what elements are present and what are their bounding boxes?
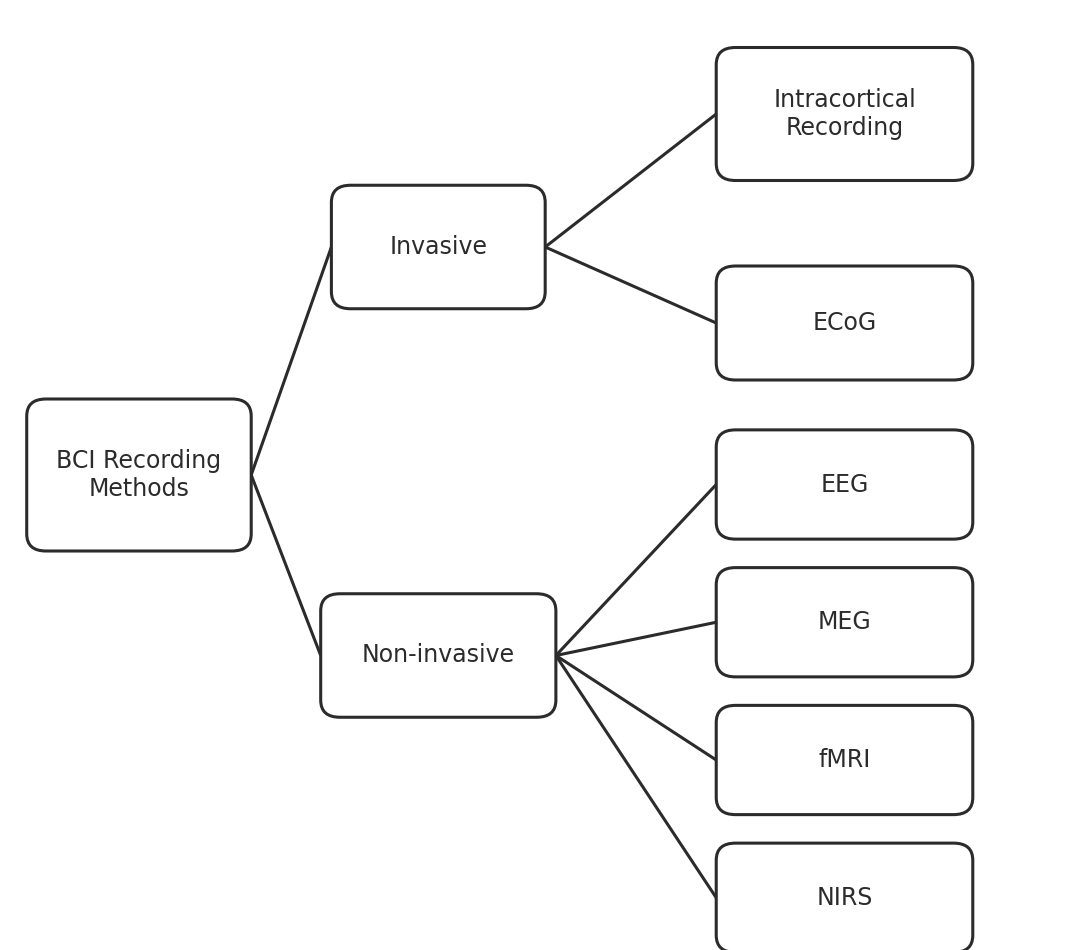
FancyBboxPatch shape [716,568,973,676]
FancyBboxPatch shape [331,185,545,309]
FancyBboxPatch shape [716,48,973,180]
FancyBboxPatch shape [27,399,251,551]
Text: Invasive: Invasive [389,235,487,259]
Text: fMRI: fMRI [819,748,870,772]
Text: EEG: EEG [820,472,869,497]
FancyBboxPatch shape [716,429,973,540]
FancyBboxPatch shape [716,705,973,814]
Text: BCI Recording
Methods: BCI Recording Methods [57,449,221,501]
Text: ECoG: ECoG [812,311,877,335]
Text: NIRS: NIRS [817,885,872,910]
FancyBboxPatch shape [716,266,973,380]
FancyBboxPatch shape [716,844,973,950]
Text: Intracortical
Recording: Intracortical Recording [773,88,916,140]
FancyBboxPatch shape [321,594,556,717]
Text: Non-invasive: Non-invasive [361,643,515,668]
Text: MEG: MEG [818,610,871,635]
